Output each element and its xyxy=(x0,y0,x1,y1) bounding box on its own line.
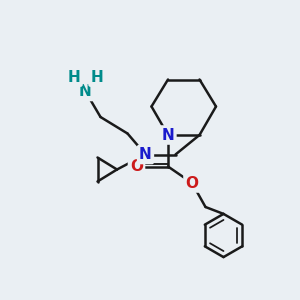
Text: N: N xyxy=(79,84,92,99)
Text: O: O xyxy=(130,159,143,174)
Text: N: N xyxy=(162,128,174,142)
Text: H: H xyxy=(68,70,80,85)
Text: O: O xyxy=(185,176,199,190)
Text: N: N xyxy=(139,147,152,162)
Text: H: H xyxy=(91,70,103,85)
